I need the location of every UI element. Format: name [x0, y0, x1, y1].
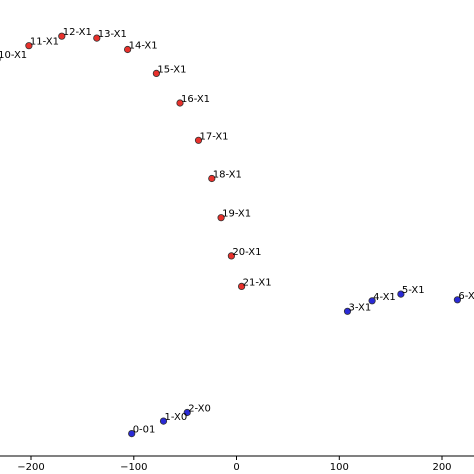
point-label: 3-X1: [349, 302, 372, 313]
point-label: 10-X1: [0, 50, 27, 61]
point-label: 11-X1: [30, 37, 59, 48]
point-label: 13-X1: [98, 29, 127, 40]
data-point-0-01: [128, 429, 136, 438]
data-point-15-X1: [152, 69, 160, 78]
point-label: 0-01: [133, 425, 156, 436]
point-label: 14-X1: [129, 41, 158, 52]
x-tick-label: −200: [17, 462, 44, 473]
data-point-3-X1: [343, 307, 352, 315]
point-label: 20-X1: [232, 247, 261, 258]
data-point-21-X1: [238, 282, 246, 290]
point-label: 5-X1: [402, 285, 425, 296]
point-label: 21-X1: [243, 277, 272, 288]
point-label: 4-X1: [373, 292, 396, 303]
data-point-17-X1: [194, 136, 203, 144]
data-point-4-X1: [368, 297, 376, 305]
data-point-13-X1: [93, 34, 101, 42]
x-ticks-layer: −200 −100 0 100 200: [17, 456, 452, 473]
point-label: 16-X1: [181, 94, 210, 105]
points-layer: [0, 32, 461, 438]
point-label: 6-X1: [458, 291, 474, 302]
x-tick-label: 100: [330, 462, 349, 473]
x-tick-label: 0: [233, 462, 239, 473]
point-label: 19-X1: [222, 209, 251, 220]
data-point-18-X1: [208, 174, 216, 183]
point-label: 17-X1: [200, 131, 229, 142]
data-point-6-X1: [453, 296, 461, 304]
point-label: 15-X1: [157, 64, 186, 75]
point-label: 12-X1: [63, 27, 92, 38]
data-point-20-X1: [227, 252, 235, 260]
point-label: 1-X0: [165, 412, 188, 423]
data-point-5-X1: [397, 290, 405, 298]
data-point-11-X1: [25, 42, 33, 50]
data-point-12-X1: [58, 32, 66, 40]
point-label: 18-X1: [213, 170, 242, 181]
data-point-2-X0: [183, 408, 191, 417]
x-tick-label: 200: [432, 462, 451, 473]
x-tick-label: −100: [120, 462, 147, 473]
data-point-1-X0: [159, 417, 168, 425]
data-point-14-X1: [124, 45, 132, 54]
point-label: 2-X0: [188, 404, 211, 415]
data-point-19-X1: [217, 214, 225, 222]
data-point-16-X1: [176, 99, 184, 107]
